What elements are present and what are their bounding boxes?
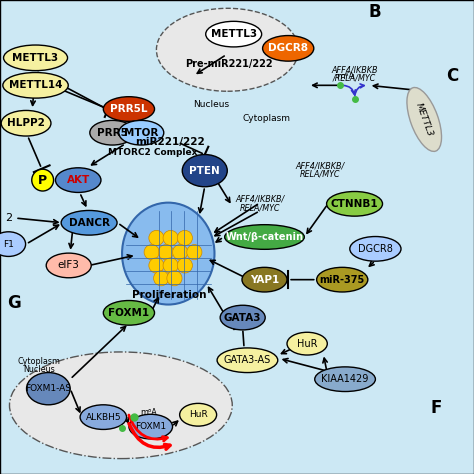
Ellipse shape — [407, 88, 442, 151]
Text: Proliferation: Proliferation — [132, 290, 207, 301]
Text: FOXM1: FOXM1 — [135, 422, 166, 431]
Text: HLPP2: HLPP2 — [7, 118, 45, 128]
Text: RELA/MYC: RELA/MYC — [239, 203, 280, 212]
FancyArrowPatch shape — [355, 84, 364, 96]
Ellipse shape — [129, 414, 173, 439]
Ellipse shape — [80, 405, 127, 429]
Text: Nucleus: Nucleus — [193, 100, 229, 109]
Ellipse shape — [9, 352, 232, 459]
Text: PRR5L: PRR5L — [110, 104, 148, 114]
Ellipse shape — [55, 168, 101, 192]
Circle shape — [149, 230, 164, 246]
Text: CTNNB1: CTNNB1 — [331, 199, 378, 209]
Circle shape — [163, 258, 178, 273]
Text: METTL3: METTL3 — [414, 101, 435, 137]
Ellipse shape — [242, 267, 287, 292]
Text: METTL14: METTL14 — [9, 80, 62, 91]
Text: METTL3: METTL3 — [210, 29, 257, 39]
Ellipse shape — [315, 367, 375, 392]
Ellipse shape — [122, 203, 214, 304]
Text: AFF4/IKBKB/: AFF4/IKBKB/ — [295, 162, 345, 170]
Text: G: G — [7, 294, 21, 312]
Ellipse shape — [103, 97, 155, 121]
Text: m⁶A: m⁶A — [336, 73, 355, 81]
Ellipse shape — [0, 232, 26, 256]
Text: MTOR: MTOR — [124, 128, 158, 138]
Circle shape — [144, 245, 159, 260]
Circle shape — [173, 245, 188, 260]
Text: FOXM1-AS: FOXM1-AS — [25, 384, 72, 393]
Text: Cytoplasm: Cytoplasm — [18, 357, 60, 365]
Ellipse shape — [3, 73, 68, 98]
Ellipse shape — [32, 169, 54, 191]
Ellipse shape — [27, 373, 70, 405]
Ellipse shape — [1, 110, 51, 136]
Text: Nucleus: Nucleus — [23, 365, 55, 374]
Ellipse shape — [103, 301, 155, 325]
Circle shape — [158, 245, 173, 260]
Text: F: F — [430, 399, 442, 417]
Text: miR-375: miR-375 — [319, 274, 365, 285]
Text: Wnt/β-catenin: Wnt/β-catenin — [226, 232, 303, 242]
Text: RELA/MYC: RELA/MYC — [300, 170, 340, 179]
Ellipse shape — [350, 237, 401, 261]
Text: KIAA1429: KIAA1429 — [321, 374, 369, 384]
Text: eIF3: eIF3 — [58, 260, 80, 271]
Ellipse shape — [61, 210, 117, 235]
Text: HuR: HuR — [189, 410, 208, 419]
Ellipse shape — [46, 253, 91, 278]
Circle shape — [187, 245, 202, 260]
Text: DGCR8: DGCR8 — [268, 43, 308, 54]
Text: 2: 2 — [5, 213, 12, 223]
Text: C: C — [447, 67, 459, 85]
Text: ALKBH5: ALKBH5 — [85, 413, 121, 421]
Text: AFF4/IKBKB/: AFF4/IKBKB/ — [235, 195, 284, 203]
Text: P: P — [38, 173, 47, 187]
Text: m⁶A: m⁶A — [140, 408, 156, 417]
FancyArrowPatch shape — [343, 85, 356, 94]
Text: PTEN: PTEN — [190, 165, 220, 176]
Text: AKT: AKT — [66, 175, 90, 185]
Text: F1: F1 — [3, 240, 14, 248]
FancyArrowPatch shape — [129, 423, 170, 449]
Text: YAP1: YAP1 — [250, 274, 279, 285]
Circle shape — [177, 258, 192, 273]
Text: /RELA/MYC: /RELA/MYC — [333, 74, 376, 82]
FancyArrowPatch shape — [129, 415, 167, 441]
Text: miR221/222: miR221/222 — [135, 137, 205, 147]
Text: GATA3-AS: GATA3-AS — [224, 355, 271, 365]
Ellipse shape — [225, 225, 304, 249]
Circle shape — [167, 271, 182, 286]
Text: METTL3: METTL3 — [12, 53, 59, 63]
Text: MTORC2 Complex: MTORC2 Complex — [108, 148, 198, 157]
Text: DGCR8: DGCR8 — [358, 244, 393, 254]
Circle shape — [177, 230, 192, 246]
Ellipse shape — [287, 332, 327, 355]
Ellipse shape — [4, 45, 68, 71]
Circle shape — [154, 271, 169, 286]
Ellipse shape — [217, 348, 278, 373]
Ellipse shape — [263, 36, 314, 61]
Text: DANCR: DANCR — [69, 218, 109, 228]
Text: PRR5: PRR5 — [97, 128, 128, 138]
Circle shape — [149, 258, 164, 273]
Text: GATA3: GATA3 — [224, 312, 262, 323]
Ellipse shape — [182, 155, 228, 187]
Ellipse shape — [317, 267, 368, 292]
Text: FOXM1: FOXM1 — [109, 308, 149, 318]
Circle shape — [163, 230, 178, 246]
Ellipse shape — [156, 8, 299, 91]
Ellipse shape — [220, 305, 265, 330]
Ellipse shape — [90, 120, 135, 145]
Text: Pre-miR221/222: Pre-miR221/222 — [185, 59, 272, 69]
Ellipse shape — [118, 120, 164, 145]
Text: AFF4/IKBKB: AFF4/IKBKB — [331, 66, 378, 74]
Text: B: B — [368, 3, 381, 21]
Text: Cytoplasm: Cytoplasm — [242, 114, 291, 123]
Ellipse shape — [327, 191, 383, 216]
Ellipse shape — [180, 403, 217, 426]
Ellipse shape — [206, 21, 262, 47]
Text: HuR: HuR — [297, 338, 318, 349]
